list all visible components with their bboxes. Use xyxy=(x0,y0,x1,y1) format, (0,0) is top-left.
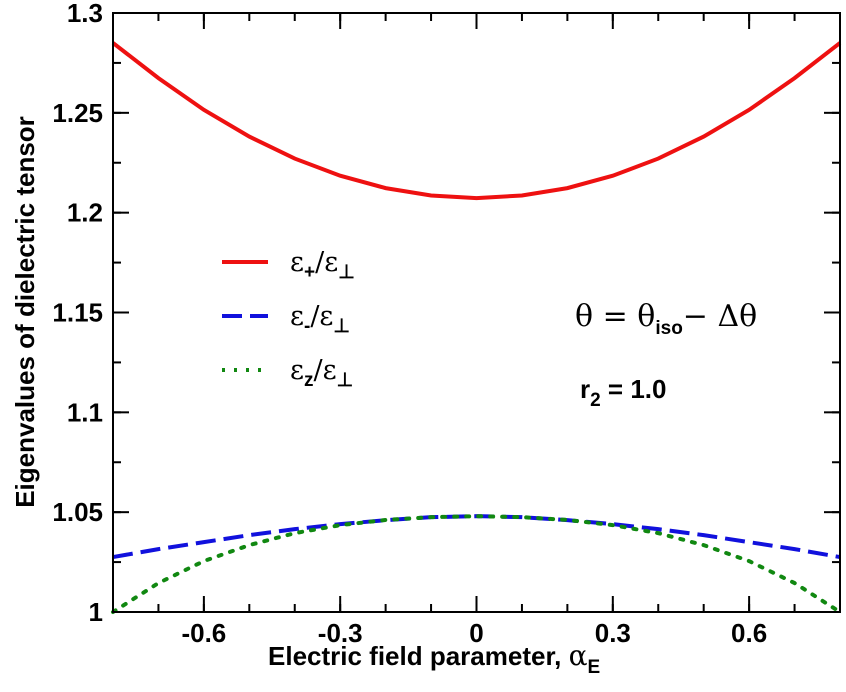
series-line-2 xyxy=(111,514,842,614)
series-line-0 xyxy=(111,41,842,201)
y-tick-label: 1.05 xyxy=(52,497,103,527)
annotation-r2: r2 = 1.0 xyxy=(580,374,666,411)
y-tick-label: 1.3 xyxy=(67,0,103,28)
x-axis-title: Electric field parameter, αE xyxy=(268,639,600,678)
x-tick-label: 0 xyxy=(469,618,483,648)
y-tick-label: 1.2 xyxy=(67,198,103,228)
y-tick-label: 1 xyxy=(89,597,103,627)
x-tick-label: -0.6 xyxy=(181,618,226,648)
x-tick-label: 0.3 xyxy=(595,618,631,648)
x-axis-title-text: Electric field parameter, xyxy=(268,641,569,671)
y-tick-label: 1.1 xyxy=(67,397,103,427)
legend-label-eps-minus: ε-/ε⊥ xyxy=(290,301,350,337)
tick-layer: -0.6 -0.3 0 0.3 0.6 1 1.05 1.1 1.15 1.2 1.25 1.3 xyxy=(52,0,841,648)
legend-label-eps-z: εz/ε⊥ xyxy=(290,355,353,391)
y-tick-label: 1.25 xyxy=(52,98,103,128)
x-tick-label: 0.6 xyxy=(731,618,767,648)
series-layer xyxy=(111,41,842,614)
y-tick-label: 1.15 xyxy=(52,298,103,328)
x-axis-title-subscript: E xyxy=(588,657,601,678)
legend-label-eps-plus: ε+/ε⊥ xyxy=(290,247,355,283)
annotation-theta: θ = θiso− Δθ xyxy=(575,299,757,339)
x-axis-title-symbol: α xyxy=(569,639,588,672)
legend: ε+/ε⊥ ε-/ε⊥ εz/ε⊥ xyxy=(222,247,355,391)
y-axis-title: Eigenvalues of dielectric tensor xyxy=(10,116,40,508)
series-line-1 xyxy=(112,514,841,560)
x-tick-label: -0.3 xyxy=(318,618,363,648)
